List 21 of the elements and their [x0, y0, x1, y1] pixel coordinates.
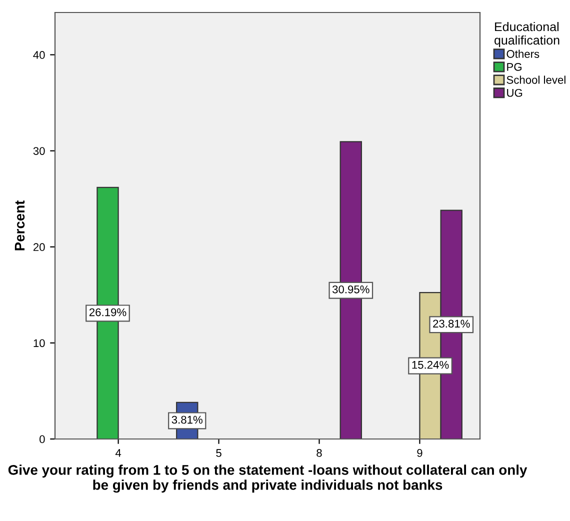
x-tick-label: 5 [216, 449, 222, 457]
legend-label: School level [506, 76, 566, 84]
x-tick-label: 9 [417, 449, 422, 457]
legend-label: PG [507, 62, 522, 71]
y-tick-label: 20 [33, 243, 45, 252]
y-tick-label: 40 [33, 51, 45, 59]
data-label: 23.81% [433, 320, 470, 328]
y-tick-label: 0 [40, 435, 45, 444]
legend-label: UG [507, 88, 522, 97]
y-tick-label: 10 [34, 339, 45, 348]
data-label: 30.95% [332, 285, 370, 294]
y-axis-title: Percent [14, 200, 25, 250]
x-tick-label: 8 [316, 449, 322, 457]
data-label: 15.24% [412, 360, 449, 369]
data-label: 3.81% [172, 416, 202, 424]
x-tick-label: 4 [115, 449, 122, 457]
x-axis-title: Give your rating from 1 to 5 on the statement -loans without collateral can only be given by friends and private individuals not banks [8, 464, 528, 493]
y-tick-label: 30 [33, 147, 45, 155]
legend-title: Educational qualification [494, 22, 560, 48]
data-label: 26.19% [89, 308, 126, 316]
legend-label: Others [506, 50, 540, 58]
